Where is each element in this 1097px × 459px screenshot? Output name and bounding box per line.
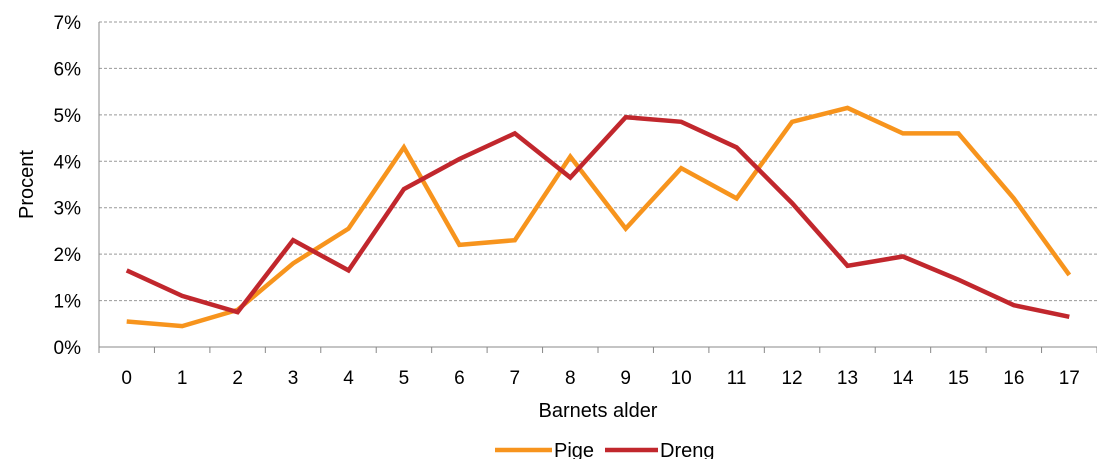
x-tick-label: 0 bbox=[121, 368, 132, 389]
x-tick-label: 16 bbox=[1003, 368, 1024, 389]
x-tick-label: 2 bbox=[232, 368, 243, 389]
y-tick-label: 3% bbox=[54, 199, 82, 220]
y-tick-label: 5% bbox=[54, 106, 82, 127]
x-tick-labels: 0 1 2 3 4 5 6 7 8 9 10 11 12 13 14 15 16 17 bbox=[98, 347, 1097, 389]
x-tick-label: 9 bbox=[620, 368, 631, 389]
series-lines bbox=[125, 105, 1072, 329]
y-tick-label: 6% bbox=[54, 59, 82, 80]
legend: Pige Dreng bbox=[495, 440, 714, 459]
y-tick-labels: 0% 1% 2% 3% 4% 5% 6% 7% bbox=[54, 13, 82, 359]
x-tick-label: 5 bbox=[399, 368, 410, 389]
legend-label-dreng: Dreng bbox=[660, 440, 714, 459]
y-tick-label: 0% bbox=[54, 338, 82, 359]
series-line-pige bbox=[126, 105, 1072, 329]
x-tick-label: 17 bbox=[1059, 368, 1080, 389]
x-tick-label: 12 bbox=[781, 368, 802, 389]
x-tick-label: 1 bbox=[177, 368, 188, 389]
x-tick-label: 11 bbox=[727, 368, 747, 389]
x-tick-label: 14 bbox=[892, 368, 914, 389]
x-axis-title: Barnets alder bbox=[539, 400, 658, 422]
x-tick-label: 7 bbox=[510, 368, 521, 389]
x-tick-label: 15 bbox=[948, 368, 969, 389]
series-line-dreng bbox=[125, 114, 1070, 320]
y-tick-label: 1% bbox=[54, 292, 82, 313]
x-tick-label: 6 bbox=[454, 368, 465, 389]
y-tick-label: 7% bbox=[54, 13, 82, 34]
y-axis-title: Procent bbox=[16, 150, 38, 219]
y-tick-label: 4% bbox=[54, 152, 82, 173]
x-tick-label: 10 bbox=[671, 368, 692, 389]
x-tick-label: 3 bbox=[288, 368, 299, 389]
legend-label-pige: Pige bbox=[554, 440, 594, 459]
gridlines bbox=[99, 21, 1097, 302]
x-tick-label: 13 bbox=[837, 368, 858, 389]
y-tick-label: 2% bbox=[54, 245, 82, 266]
x-tick-label: 4 bbox=[343, 368, 354, 389]
x-tick-label: 8 bbox=[565, 368, 576, 389]
